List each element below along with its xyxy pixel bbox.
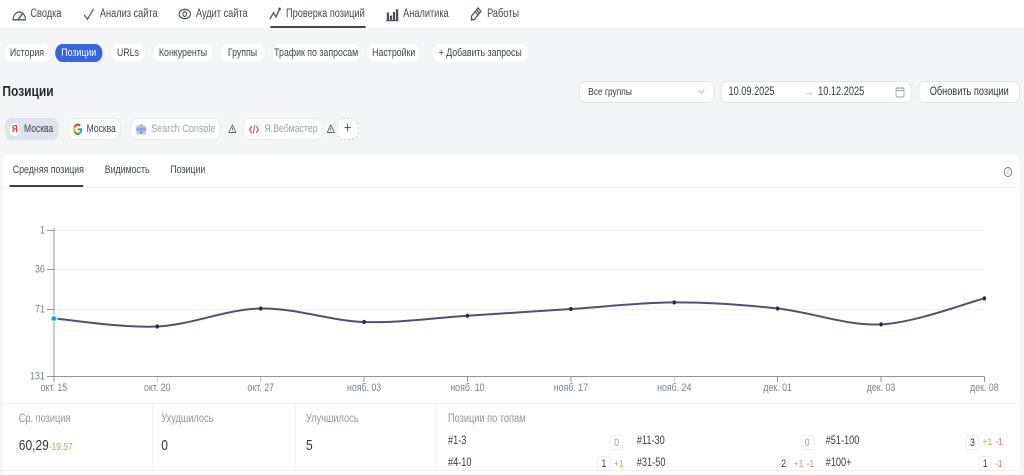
svg-text:нояб. 03: нояб. 03	[347, 382, 382, 394]
svg-text:нояб. 24: нояб. 24	[657, 382, 692, 394]
svg-text:дек. 03: дек. 03	[867, 382, 896, 394]
svg-text:дек. 01: дек. 01	[763, 382, 792, 394]
svg-text:131: 131	[30, 371, 45, 383]
svg-text:36: 36	[35, 264, 45, 276]
svg-text:нояб. 17: нояб. 17	[554, 382, 589, 394]
svg-text:71: 71	[35, 304, 45, 316]
svg-text:1: 1	[40, 225, 45, 237]
svg-text:дек. 08: дек. 08	[970, 382, 999, 394]
svg-text:окт. 15: окт. 15	[41, 382, 68, 394]
svg-text:окт. 20: окт. 20	[144, 382, 171, 394]
svg-text:нояб. 10: нояб. 10	[450, 382, 485, 394]
svg-text:окт. 27: окт. 27	[247, 382, 274, 394]
